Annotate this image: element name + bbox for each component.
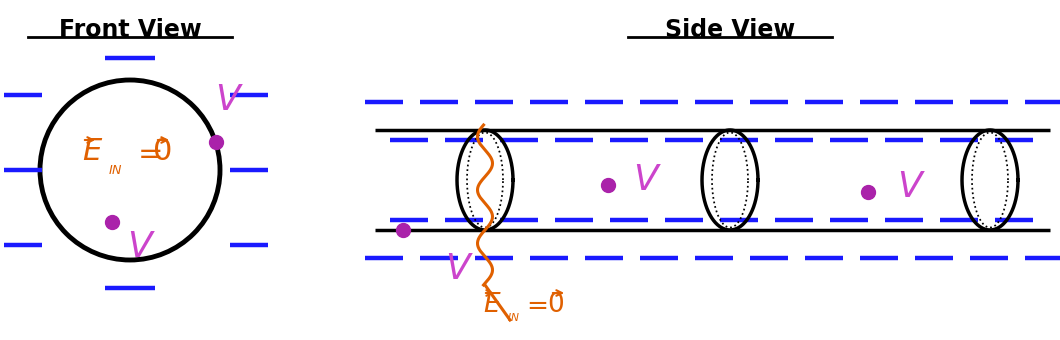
Text: $0$: $0$ [547,292,564,318]
Text: $_{IN}$: $_{IN}$ [507,309,520,324]
Text: V: V [445,252,471,286]
Text: $=$: $=$ [132,137,162,167]
Text: V: V [215,83,240,117]
Text: $0$: $0$ [152,137,172,167]
Text: V: V [127,230,153,264]
Text: V: V [898,170,922,204]
Text: Side View: Side View [665,18,795,42]
Text: $= $: $= $ [522,292,547,318]
Text: $E$: $E$ [483,292,501,318]
Text: $E$: $E$ [82,137,103,167]
Text: V: V [634,163,658,197]
Text: Front View: Front View [58,18,201,42]
Text: $_{IN}$: $_{IN}$ [108,159,123,177]
